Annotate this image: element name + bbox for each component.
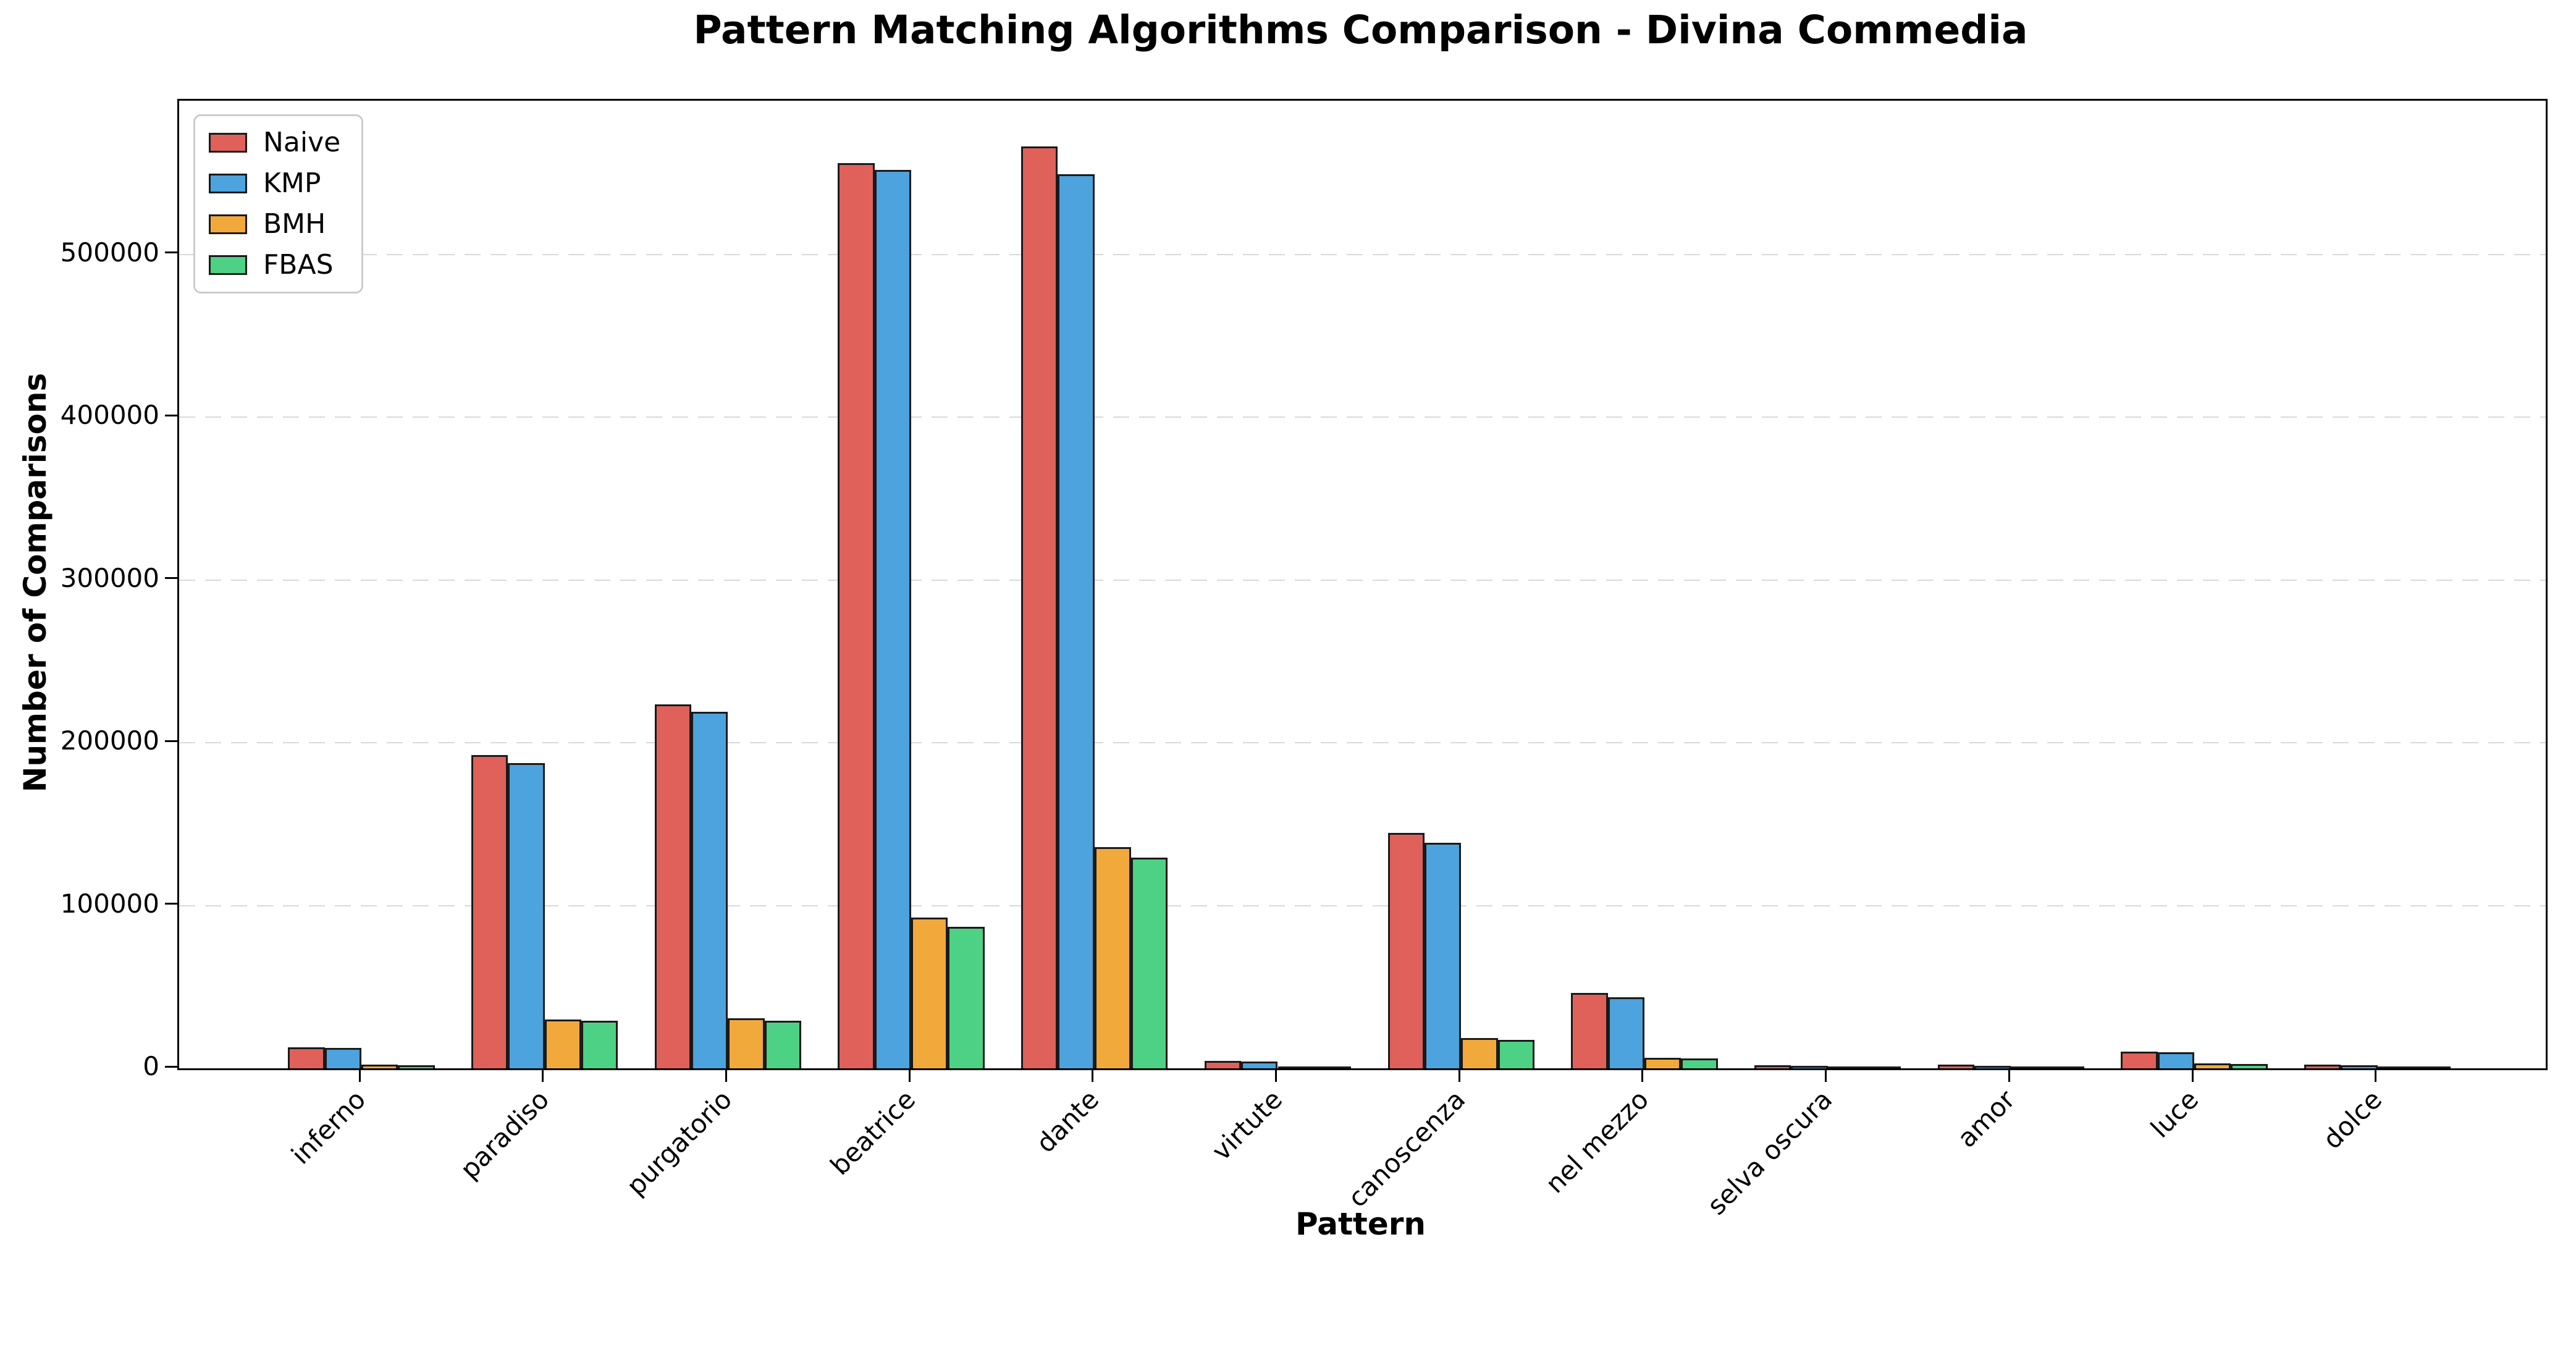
bar-paradiso-bmh xyxy=(544,1019,582,1068)
bar-dolce-bmh xyxy=(2377,1066,2415,1068)
x-tick-mark xyxy=(2008,1068,2010,1082)
y-tick-label: 0 xyxy=(143,1051,159,1081)
bar-selva-oscura-bmh xyxy=(1827,1066,1864,1068)
chart-title: Pattern Matching Algorithms Comparison -… xyxy=(693,7,2028,53)
legend-item-naive: Naive xyxy=(209,127,340,158)
gridline-400000 xyxy=(179,416,2546,418)
legend-swatch-kmp xyxy=(209,174,247,193)
x-tick-mark xyxy=(2191,1068,2194,1082)
y-tick-mark xyxy=(165,740,177,742)
bar-amor-bmh xyxy=(2011,1066,2048,1068)
bar-inferno-fbas xyxy=(398,1065,435,1068)
bar-paradiso-fbas xyxy=(581,1020,618,1068)
figure-canvas: Pattern Matching Algorithms Comparison -… xyxy=(17,7,2548,1242)
y-tick-mark xyxy=(165,251,177,254)
bar-inferno-naive xyxy=(288,1047,325,1068)
bar-purgatorio-bmh xyxy=(728,1018,765,1068)
bar-nel-mezzo-fbas xyxy=(1681,1058,1718,1068)
gridline-300000 xyxy=(179,579,2546,581)
y-tick-mark xyxy=(165,577,177,580)
y-tick-label: 500000 xyxy=(60,237,159,268)
x-tick-mark xyxy=(1825,1068,1827,1082)
y-tick-mark xyxy=(165,414,177,416)
bar-luce-kmp xyxy=(2157,1052,2194,1068)
gridline-100000 xyxy=(179,905,2546,906)
bar-dolce-naive xyxy=(2304,1064,2341,1068)
bar-canoscenza-fbas xyxy=(1497,1039,1534,1068)
bar-inferno-kmp xyxy=(324,1048,361,1068)
bar-inferno-bmh xyxy=(361,1064,398,1068)
bar-dolce-fbas xyxy=(2414,1066,2451,1068)
bar-virtute-kmp xyxy=(1241,1061,1278,1068)
bar-luce-bmh xyxy=(2194,1063,2231,1068)
bar-purgatorio-kmp xyxy=(691,711,728,1068)
y-tick-mark xyxy=(165,1065,177,1068)
bar-virtute-bmh xyxy=(1277,1066,1315,1068)
legend-item-bmh: BMH xyxy=(209,209,340,240)
bar-nel-mezzo-bmh xyxy=(1644,1057,1682,1068)
x-tick-mark xyxy=(725,1068,727,1082)
x-tick-mark xyxy=(1092,1068,1094,1082)
gridline-500000 xyxy=(179,253,2546,255)
bar-dante-fbas xyxy=(1131,857,1168,1068)
y-tick-label: 100000 xyxy=(60,888,159,919)
legend-label: Naive xyxy=(263,127,341,158)
bar-paradiso-naive xyxy=(471,755,508,1068)
legend-label: FBAS xyxy=(263,249,334,281)
bar-beatrice-naive xyxy=(838,163,875,1068)
bar-amor-fbas xyxy=(2047,1066,2084,1068)
x-tick-mark xyxy=(2375,1068,2377,1082)
bar-purgatorio-fbas xyxy=(764,1021,802,1068)
bar-nel-mezzo-naive xyxy=(1571,993,1608,1068)
legend-swatch-bmh xyxy=(209,214,247,234)
bar-virtute-naive xyxy=(1204,1060,1242,1068)
bar-canoscenza-kmp xyxy=(1424,842,1462,1068)
legend-item-fbas: FBAS xyxy=(209,250,340,281)
bar-nel-mezzo-kmp xyxy=(1607,997,1644,1068)
bar-paradiso-kmp xyxy=(508,763,545,1068)
bar-dante-kmp xyxy=(1058,174,1095,1068)
bar-selva-oscura-fbas xyxy=(1864,1066,1901,1068)
bar-dante-naive xyxy=(1021,146,1058,1068)
legend-swatch-naive xyxy=(209,133,247,153)
y-tick-label: 200000 xyxy=(60,725,159,756)
legend: Naive KMP BMH FBAS xyxy=(193,114,364,293)
x-axis-label: Pattern xyxy=(1295,1206,1426,1242)
x-tick-mark xyxy=(908,1068,911,1082)
bar-luce-naive xyxy=(2121,1051,2158,1068)
bar-canoscenza-bmh xyxy=(1461,1038,1498,1068)
bar-beatrice-fbas xyxy=(948,926,985,1068)
bar-purgatorio-naive xyxy=(654,704,692,1068)
bar-beatrice-kmp xyxy=(874,169,912,1068)
plot-area: Naive KMP BMH FBAS xyxy=(177,99,2548,1070)
bar-canoscenza-naive xyxy=(1387,832,1425,1068)
legend-swatch-fbas xyxy=(209,255,247,275)
y-tick-label: 400000 xyxy=(60,400,159,431)
bar-amor-naive xyxy=(1937,1064,1974,1068)
bar-dolce-kmp xyxy=(2341,1065,2378,1068)
bar-luce-fbas xyxy=(2231,1064,2268,1068)
bar-amor-kmp xyxy=(1974,1066,2011,1068)
x-tick-mark xyxy=(1641,1068,1644,1082)
gridline-200000 xyxy=(179,742,2546,744)
legend-item-kmp: KMP xyxy=(209,168,340,199)
x-tick-mark xyxy=(542,1068,544,1082)
x-tick-mark xyxy=(358,1068,361,1082)
legend-label: BMH xyxy=(263,208,326,240)
x-tick-mark xyxy=(1458,1068,1460,1082)
bar-dante-bmh xyxy=(1094,847,1132,1068)
x-tick-mark xyxy=(1275,1068,1277,1082)
bar-virtute-fbas xyxy=(1314,1066,1352,1068)
bar-beatrice-bmh xyxy=(911,918,948,1068)
legend-label: KMP xyxy=(263,167,321,199)
bar-selva-oscura-naive xyxy=(1754,1065,1791,1068)
bar-selva-oscura-kmp xyxy=(1791,1065,1828,1068)
y-tick-mark xyxy=(165,903,177,905)
y-tick-label: 300000 xyxy=(60,562,159,593)
